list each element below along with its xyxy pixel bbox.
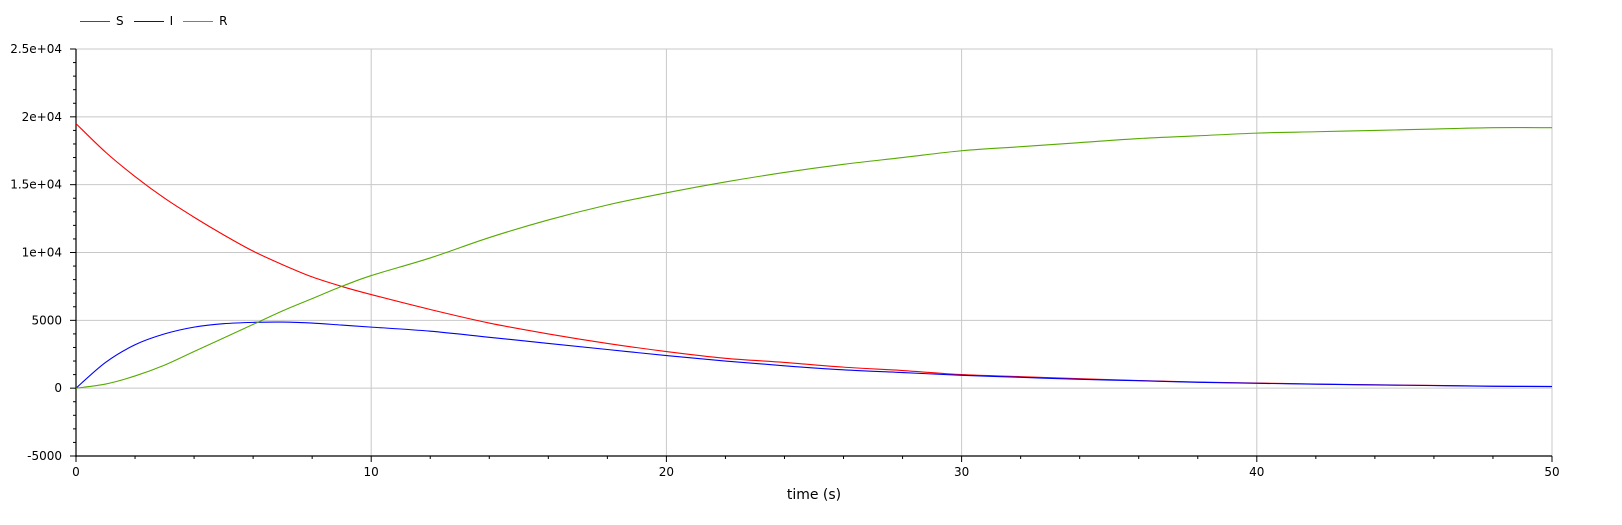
- x-axis-title: time (s): [787, 487, 841, 503]
- legend-swatch-i: [133, 20, 164, 22]
- legend-item-s[interactable]: S: [80, 14, 124, 28]
- y-tick-label: 5000: [31, 313, 62, 327]
- x-tick-label: 30: [954, 465, 969, 479]
- legend-item-r[interactable]: R: [183, 14, 228, 28]
- legend-swatch-s: [80, 20, 110, 22]
- x-tick-label: 50: [1544, 465, 1559, 479]
- x-tick-label: 20: [659, 465, 674, 479]
- series-line-i: [75, 321, 1553, 389]
- x-tick-label: 0: [72, 465, 80, 479]
- grid-lines: [75, 48, 1553, 457]
- legend: S I R: [80, 14, 238, 28]
- legend-label-i: I: [169, 14, 174, 28]
- y-tick-label: 2.5e+04: [10, 42, 62, 56]
- y-tick-label: 1e+04: [22, 246, 62, 260]
- legend-swatch-r: [183, 20, 214, 22]
- y-tick-label: 2e+04: [22, 110, 62, 124]
- series-line-s: [75, 123, 1553, 387]
- series-line-r: [75, 127, 1553, 389]
- series-lines: [75, 123, 1553, 389]
- legend-label-s: S: [116, 14, 124, 28]
- x-tick-label: 10: [364, 465, 379, 479]
- legend-label-r: R: [219, 14, 228, 28]
- axes: -5000 0 5000 1e+04 1.5e+04 2e+04 2.5e+04 0 10 20 3…: [10, 42, 1559, 479]
- y-tick-label: -5000: [27, 449, 62, 463]
- y-tick-label: 0: [54, 381, 62, 395]
- x-tick-label: 40: [1249, 465, 1264, 479]
- y-tick-label: 1.5e+04: [10, 178, 62, 192]
- legend-item-i[interactable]: I: [133, 14, 174, 28]
